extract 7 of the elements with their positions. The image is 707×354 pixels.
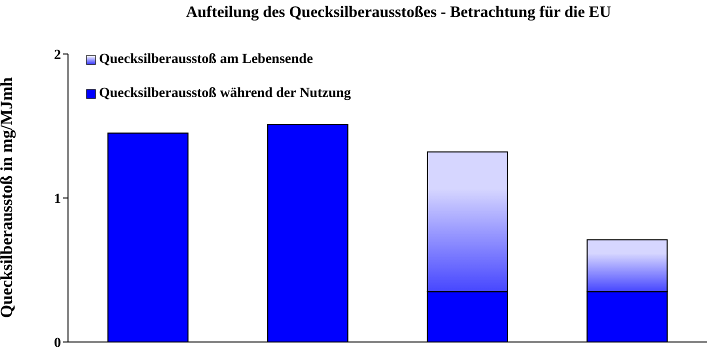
legend-label: Quecksilberausstoß während der Nutzung xyxy=(99,86,351,102)
y-tick-label: 0 xyxy=(54,336,61,351)
chart-title: Aufteilung des Quecksilberausstoßes - Betrachtung für die EU xyxy=(184,4,612,22)
y-tick-label: 1 xyxy=(54,192,61,207)
y-tick-label: 2 xyxy=(54,48,61,63)
legend-label: Quecksilberausstoß am Lebensende xyxy=(99,52,313,68)
y-axis-title: Quecksilberausstoß in mg/MJmh xyxy=(0,76,16,318)
